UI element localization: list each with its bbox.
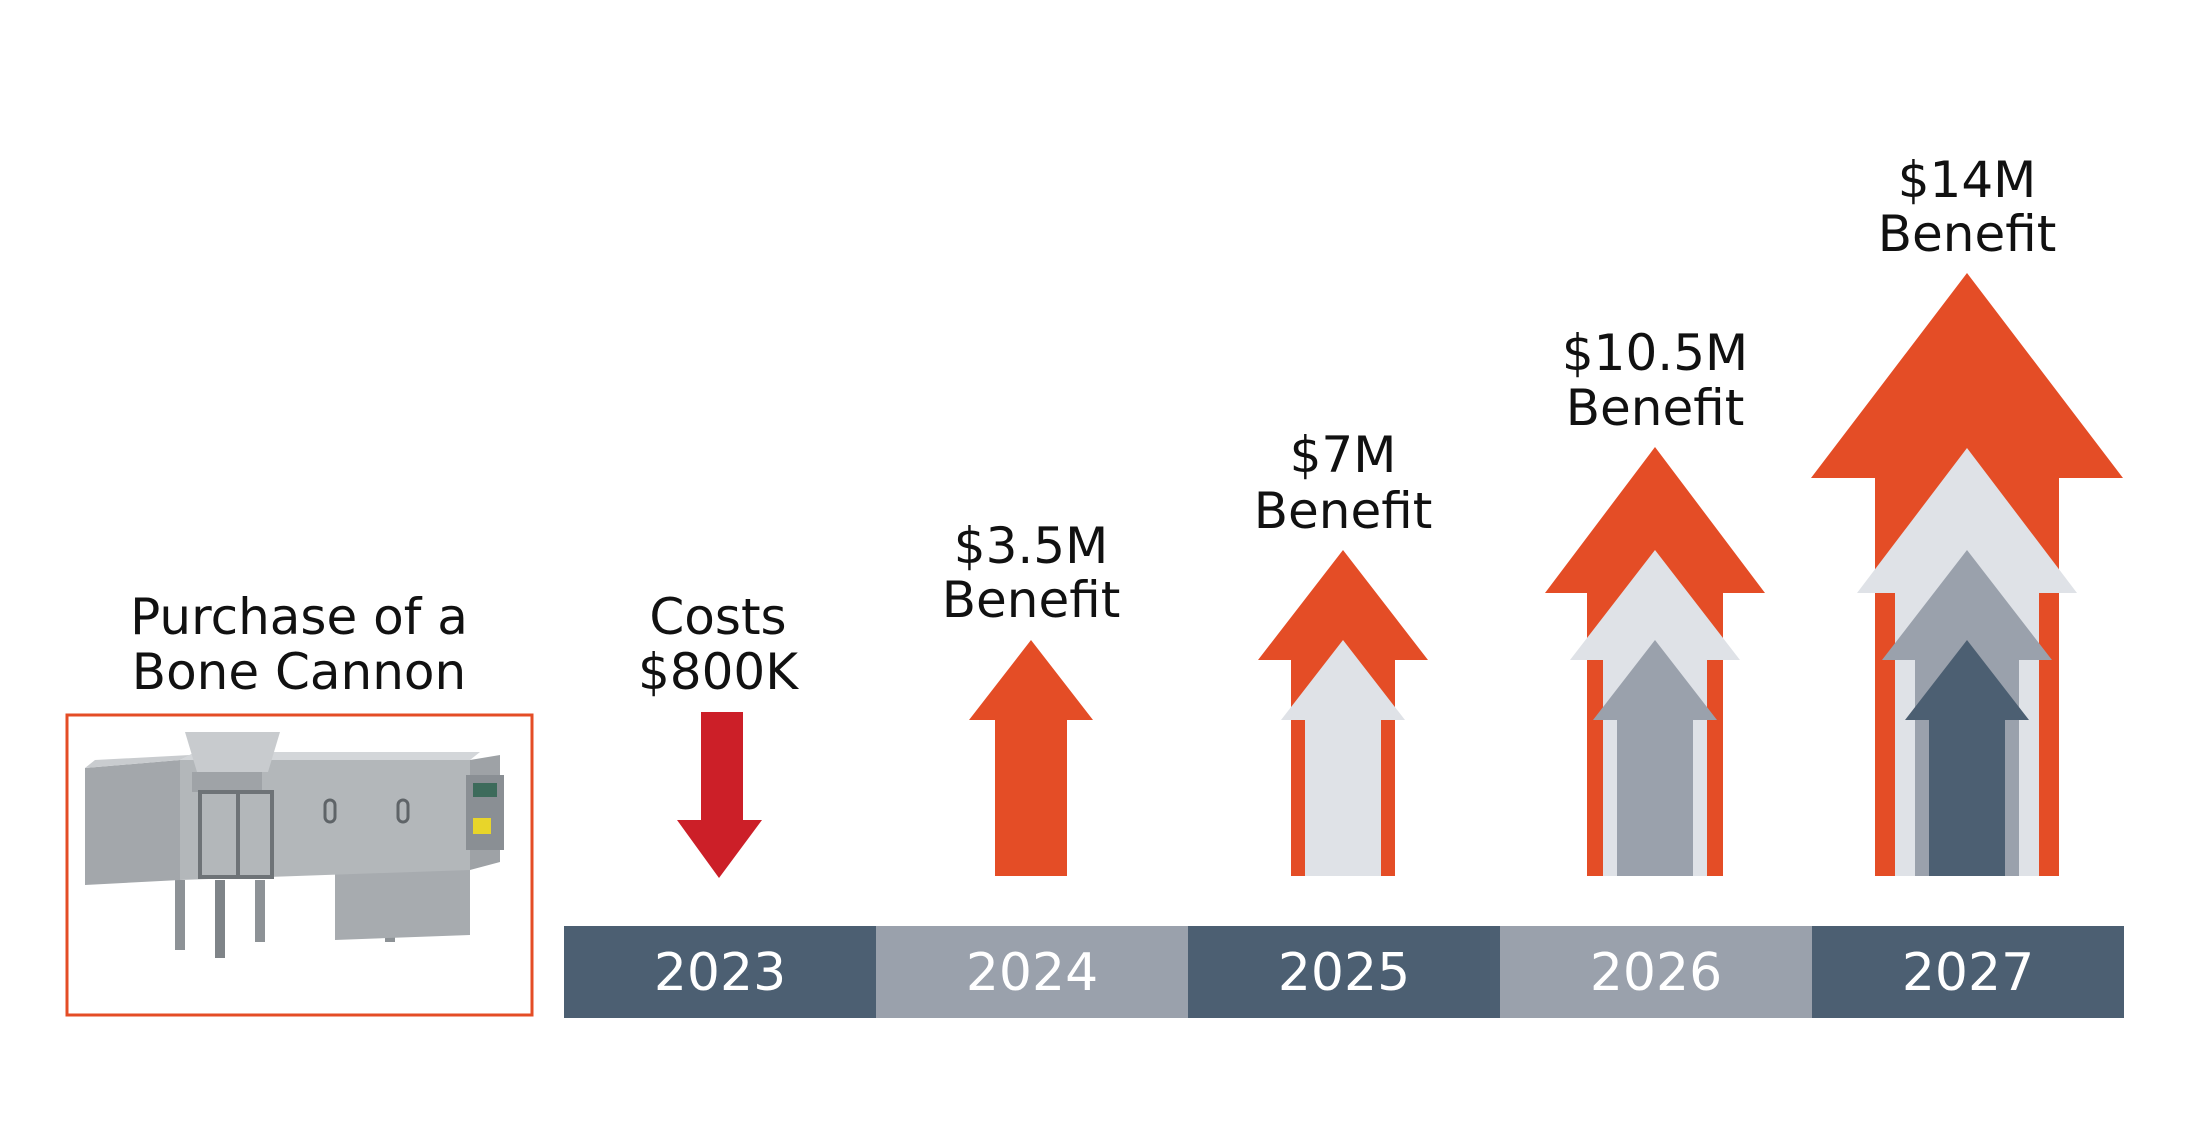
benefit-amount-2027: $14M [1898,151,2037,209]
machine-caption-line2: Bone Cannon [132,643,466,701]
benefit-2024: $3.5M Benefit [942,517,1121,876]
bone-cannon-machine-image [65,713,534,1017]
benefit-caption-2027: Benefit [1878,205,2057,263]
timeline-bar: 2023 2024 2025 2026 2027 [564,926,2124,1018]
timeline-segment-2026 [1500,926,1812,1018]
timeline-year-2024: 2024 [966,943,1098,1003]
benefit-2026: $10.5M Benefit [1545,324,1765,876]
timeline-segment-2023 [564,926,876,1018]
timeline-year-2023: 2023 [654,943,786,1003]
machine-caption-line1: Purchase of a [130,588,468,646]
cost-arrow-down [677,712,762,878]
benefit-amount-2024: $3.5M [954,517,1108,575]
benefit-caption-2025: Benefit [1254,482,1433,540]
cost-label-line1: Costs [649,588,786,646]
benefit-arrow-2026-mid [1593,640,1717,876]
timeline-year-2026: 2026 [1590,943,1722,1003]
benefit-arrow-2025-light [1281,640,1405,876]
cost-label-line2: $800K [638,643,799,701]
benefit-amount-2026: $10.5M [1562,324,1748,382]
timeline-year-2027: 2027 [1902,943,2034,1003]
benefit-2027: $14M Benefit [1811,151,2123,876]
benefit-caption-2024: Benefit [942,571,1121,629]
benefit-caption-2026: Benefit [1566,379,1745,437]
benefit-arrow-2024-orange [969,640,1093,876]
timeline-segment-2025 [1188,926,1500,1018]
timeline-segment-2024 [876,926,1188,1018]
timeline-year-2025: 2025 [1278,943,1410,1003]
benefit-amount-2025: $7M [1290,426,1397,484]
benefit-arrow-2027-dark [1905,640,2029,876]
timeline-segment-2027 [1812,926,2124,1018]
benefit-2025: $7M Benefit [1254,426,1433,876]
